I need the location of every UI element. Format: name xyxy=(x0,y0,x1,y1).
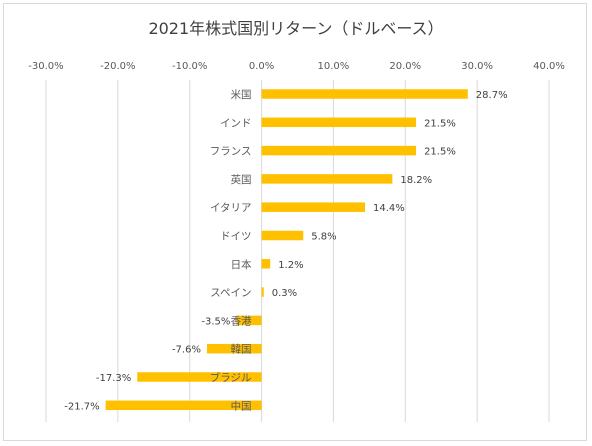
data-label: 21.5% xyxy=(424,147,456,158)
data-label: -3.5% xyxy=(201,316,230,327)
data-label: -7.6% xyxy=(172,345,201,356)
bar xyxy=(261,174,393,184)
bar xyxy=(261,259,271,269)
bar xyxy=(261,145,417,156)
bar xyxy=(261,202,366,212)
data-labels: 28.7% 21.5% 21.5% 18.2% 14.4% 5.8% 1.2% 0.3% -3.… xyxy=(64,90,507,412)
bar xyxy=(236,315,262,326)
category-label: 韓国 xyxy=(231,344,252,356)
gridlines xyxy=(45,80,550,422)
data-label: -21.7% xyxy=(64,401,99,412)
chart-frame xyxy=(3,3,587,441)
category-label: ブラジル xyxy=(210,371,252,384)
bar xyxy=(137,372,262,382)
bars xyxy=(105,89,468,411)
category-label: スペイン xyxy=(210,287,251,299)
x-axis-ticks: -30.0% -20.0% -10.0% 0.0% 10.0% 20.0% 30.0% 40.… xyxy=(28,61,565,72)
x-tick-label: -20.0% xyxy=(100,61,135,72)
bar xyxy=(261,230,304,241)
category-label: インド xyxy=(220,117,252,129)
data-label: 28.7% xyxy=(476,90,508,101)
x-tick-label: 0.0% xyxy=(249,61,274,72)
data-label: 1.2% xyxy=(278,260,303,271)
data-label: 21.5% xyxy=(424,118,456,129)
bar xyxy=(261,287,264,297)
category-label: フランス xyxy=(210,146,252,158)
category-label: イタリア xyxy=(210,202,252,214)
data-label: 18.2% xyxy=(400,175,432,186)
category-label: 米国 xyxy=(231,88,252,101)
category-label: 英国 xyxy=(231,173,252,186)
x-tick-label: 40.0% xyxy=(533,61,565,72)
category-label: 中国 xyxy=(231,399,252,412)
data-label: -17.3% xyxy=(96,373,131,384)
chart-title: 2021年株式国別リターン（ドルベース） xyxy=(148,19,443,38)
category-label: 日本 xyxy=(231,258,252,271)
data-label: 0.3% xyxy=(272,288,297,299)
bar xyxy=(261,89,468,99)
x-tick-label: 30.0% xyxy=(461,61,493,72)
x-tick-label: 10.0% xyxy=(318,61,350,72)
x-tick-label: -10.0% xyxy=(172,61,207,72)
bar xyxy=(105,400,262,411)
data-label: 5.8% xyxy=(311,232,336,243)
x-tick-label: -30.0% xyxy=(28,61,63,72)
category-label: ドイツ xyxy=(220,231,252,243)
category-label: 香港 xyxy=(231,315,252,327)
bar xyxy=(206,343,262,354)
x-tick-label: 20.0% xyxy=(389,61,421,72)
data-label: 14.4% xyxy=(373,203,405,214)
bar xyxy=(261,117,417,128)
